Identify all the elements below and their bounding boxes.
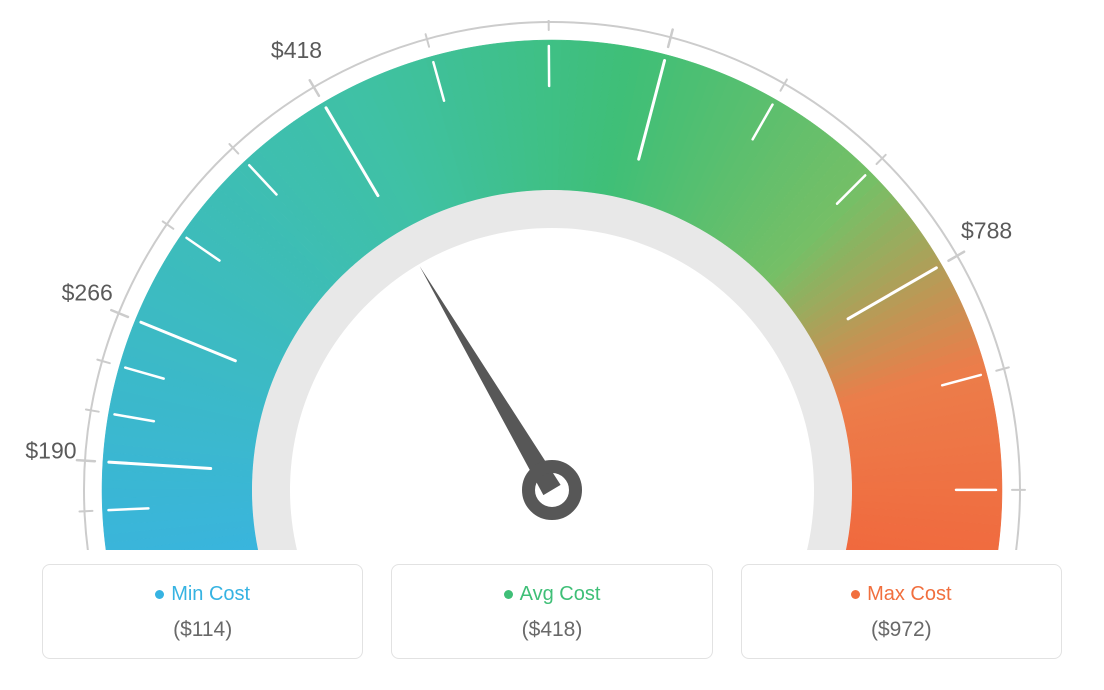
svg-text:$190: $190 <box>25 437 76 463</box>
max-cost-title-label: Max Cost <box>867 583 951 606</box>
svg-text:$266: $266 <box>62 279 113 305</box>
min-cost-card: Min Cost ($114) <box>42 564 363 659</box>
svg-text:$788: $788 <box>961 218 1012 244</box>
max-cost-title: Max Cost <box>851 583 951 606</box>
dot-icon <box>155 590 164 599</box>
dot-icon <box>851 590 860 599</box>
gauge-chart: $114$190$266$418$603$788$972 <box>20 20 1084 550</box>
min-cost-title-label: Min Cost <box>171 583 250 606</box>
avg-cost-value: ($418) <box>402 618 701 642</box>
max-cost-value: ($972) <box>752 618 1051 642</box>
min-cost-value: ($114) <box>53 618 352 642</box>
min-cost-title: Min Cost <box>155 583 250 606</box>
avg-cost-card: Avg Cost ($418) <box>391 564 712 659</box>
summary-cards: Min Cost ($114) Avg Cost ($418) Max Cost… <box>20 564 1084 659</box>
avg-cost-title-label: Avg Cost <box>520 583 601 606</box>
max-cost-card: Max Cost ($972) <box>741 564 1062 659</box>
svg-text:$418: $418 <box>271 37 322 63</box>
dot-icon <box>504 590 513 599</box>
avg-cost-title: Avg Cost <box>504 583 601 606</box>
gauge-svg: $114$190$266$418$603$788$972 <box>20 20 1084 550</box>
